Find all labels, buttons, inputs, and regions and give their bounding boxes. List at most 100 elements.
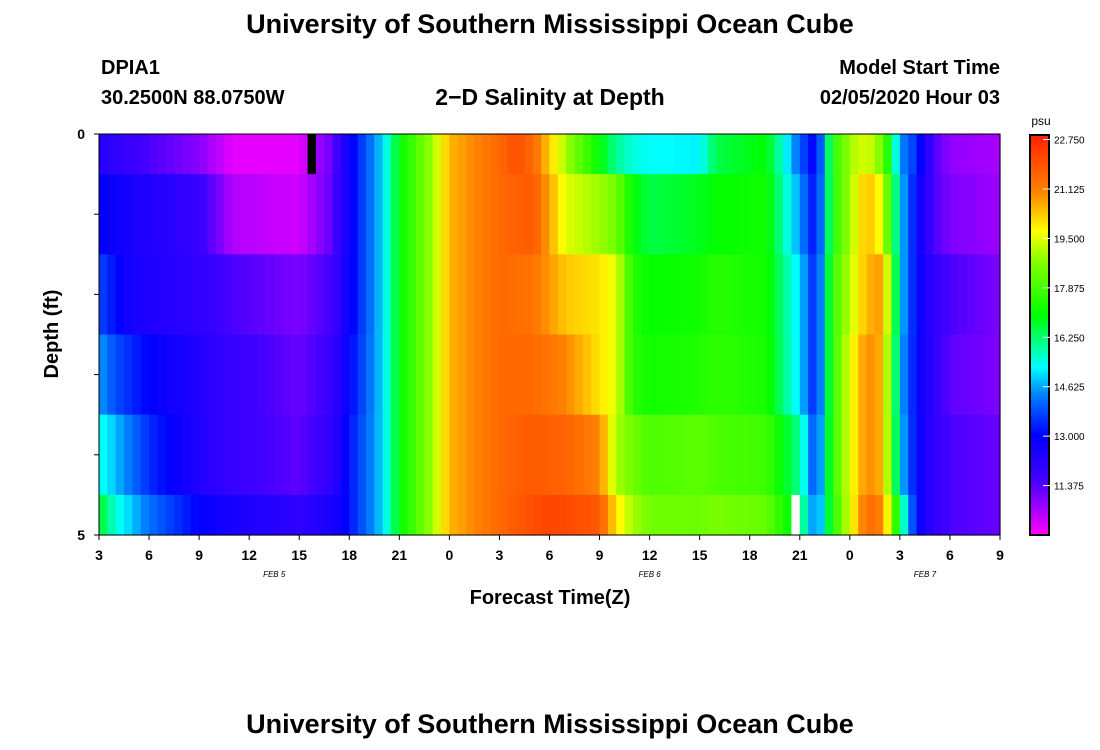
- heatmap-cell: [657, 254, 667, 336]
- heatmap-cell: [182, 494, 192, 536]
- heatmap-cell: [758, 134, 767, 175]
- heatmap-cell: [524, 414, 534, 496]
- heatmap-cell: [474, 494, 484, 536]
- heatmap-cell: [966, 254, 976, 336]
- heatmap-cell: [290, 494, 300, 536]
- heatmap-cell: [282, 414, 292, 496]
- heatmap-cell: [566, 494, 576, 536]
- heatmap-cell: [933, 494, 943, 536]
- heatmap-cell: [132, 334, 142, 416]
- heatmap-cell: [324, 134, 334, 175]
- heatmap-cell: [232, 174, 242, 255]
- heatmap-cell: [624, 334, 634, 416]
- heatmap-cell: [174, 254, 184, 336]
- heatmap-cell: [632, 254, 642, 336]
- heatmap-cell: [382, 494, 392, 536]
- heatmap-cell: [941, 254, 951, 336]
- heatmap-cell: [916, 414, 926, 496]
- heatmap-cell: [624, 414, 634, 496]
- heatmap-cell: [866, 174, 876, 255]
- heatmap-cell: [557, 494, 567, 536]
- heatmap-cell: [783, 334, 793, 416]
- heatmap-cell: [190, 134, 200, 175]
- heatmap-cell: [165, 334, 175, 416]
- heatmap-cell: [299, 134, 309, 175]
- station-coords: 30.2500N 88.0750W: [101, 87, 285, 109]
- heatmap-cell: [265, 334, 275, 416]
- heatmap-cell: [699, 254, 709, 336]
- heatmap-cell: [766, 334, 776, 416]
- heatmap-cell: [891, 414, 901, 496]
- heatmap-cell: [557, 254, 567, 336]
- heatmap-cell: [682, 494, 692, 536]
- heatmap-cell: [724, 334, 734, 416]
- heatmap-cell: [899, 134, 909, 175]
- heatmap-cell: [157, 334, 167, 416]
- heatmap-cell: [983, 254, 993, 336]
- heatmap-cell: [507, 174, 517, 255]
- heatmap-cell: [624, 134, 634, 175]
- heatmap-cell: [833, 494, 843, 536]
- heatmap-cell: [733, 134, 742, 175]
- heatmap-cell: [549, 134, 559, 175]
- heatmap-cell: [949, 334, 959, 416]
- heatmap-cell: [165, 494, 175, 536]
- heatmap-cell: [115, 334, 125, 416]
- heatmap-cell: [390, 254, 400, 336]
- heatmap-cell: [799, 254, 809, 336]
- heatmap-cell: [332, 134, 342, 175]
- heatmap-cell: [265, 134, 275, 175]
- heatmap-cell: [816, 414, 826, 496]
- heatmap-cell: [165, 134, 175, 175]
- heatmap-cell: [824, 174, 834, 255]
- heatmap-cell: [441, 494, 450, 536]
- heatmap-cell: [516, 134, 526, 175]
- heatmap-cell: [365, 494, 375, 536]
- heatmap-cell: [274, 414, 284, 496]
- heatmap-cell: [332, 254, 342, 336]
- heatmap-cell: [858, 414, 868, 496]
- heatmap-cell: [774, 414, 784, 496]
- heatmap-cell: [824, 254, 834, 336]
- heatmap-cell: [591, 134, 601, 175]
- heatmap-cell: [349, 494, 359, 536]
- heatmap-cell: [641, 494, 651, 536]
- date-label: FEB 6: [638, 570, 661, 579]
- heatmap-cell: [933, 254, 943, 336]
- heatmap-cell: [966, 174, 976, 255]
- heatmap-cell: [866, 134, 876, 175]
- heatmap-cell: [983, 414, 993, 496]
- heatmap-cell: [340, 414, 350, 496]
- heatmap-cell: [115, 414, 125, 496]
- heatmap-cell: [808, 134, 818, 175]
- heatmap-cell: [708, 134, 717, 175]
- heatmap-cell: [933, 334, 943, 416]
- heatmap-cell: [107, 134, 117, 175]
- heatmap-cell: [582, 254, 592, 336]
- heatmap-cell: [874, 494, 884, 536]
- heatmap-cell: [474, 414, 484, 496]
- heatmap-cell: [315, 334, 325, 416]
- heatmap-cell: [165, 414, 175, 496]
- heatmap-cell: [616, 334, 626, 416]
- heatmap-cell: [107, 174, 117, 255]
- heatmap-cell: [708, 254, 717, 336]
- heatmap-cell: [324, 174, 334, 255]
- heatmap-cell: [207, 134, 217, 175]
- heatmap-cell: [140, 494, 150, 536]
- heatmap-cell: [499, 174, 509, 255]
- heatmap-cell: [616, 174, 626, 255]
- heatmap-cell: [315, 414, 325, 496]
- heatmap-cell: [924, 414, 934, 496]
- heatmap-cell: [382, 414, 392, 496]
- heatmap-cell: [883, 174, 893, 255]
- heatmap-cell: [582, 334, 592, 416]
- heatmap-cell: [599, 134, 609, 175]
- heatmap-cell: [190, 414, 200, 496]
- heatmap-cell: [733, 174, 742, 255]
- heatmap-cell: [933, 134, 943, 175]
- heatmap-cell: [407, 134, 417, 175]
- heatmap-cell: [315, 174, 325, 255]
- heatmap-cell: [666, 174, 676, 255]
